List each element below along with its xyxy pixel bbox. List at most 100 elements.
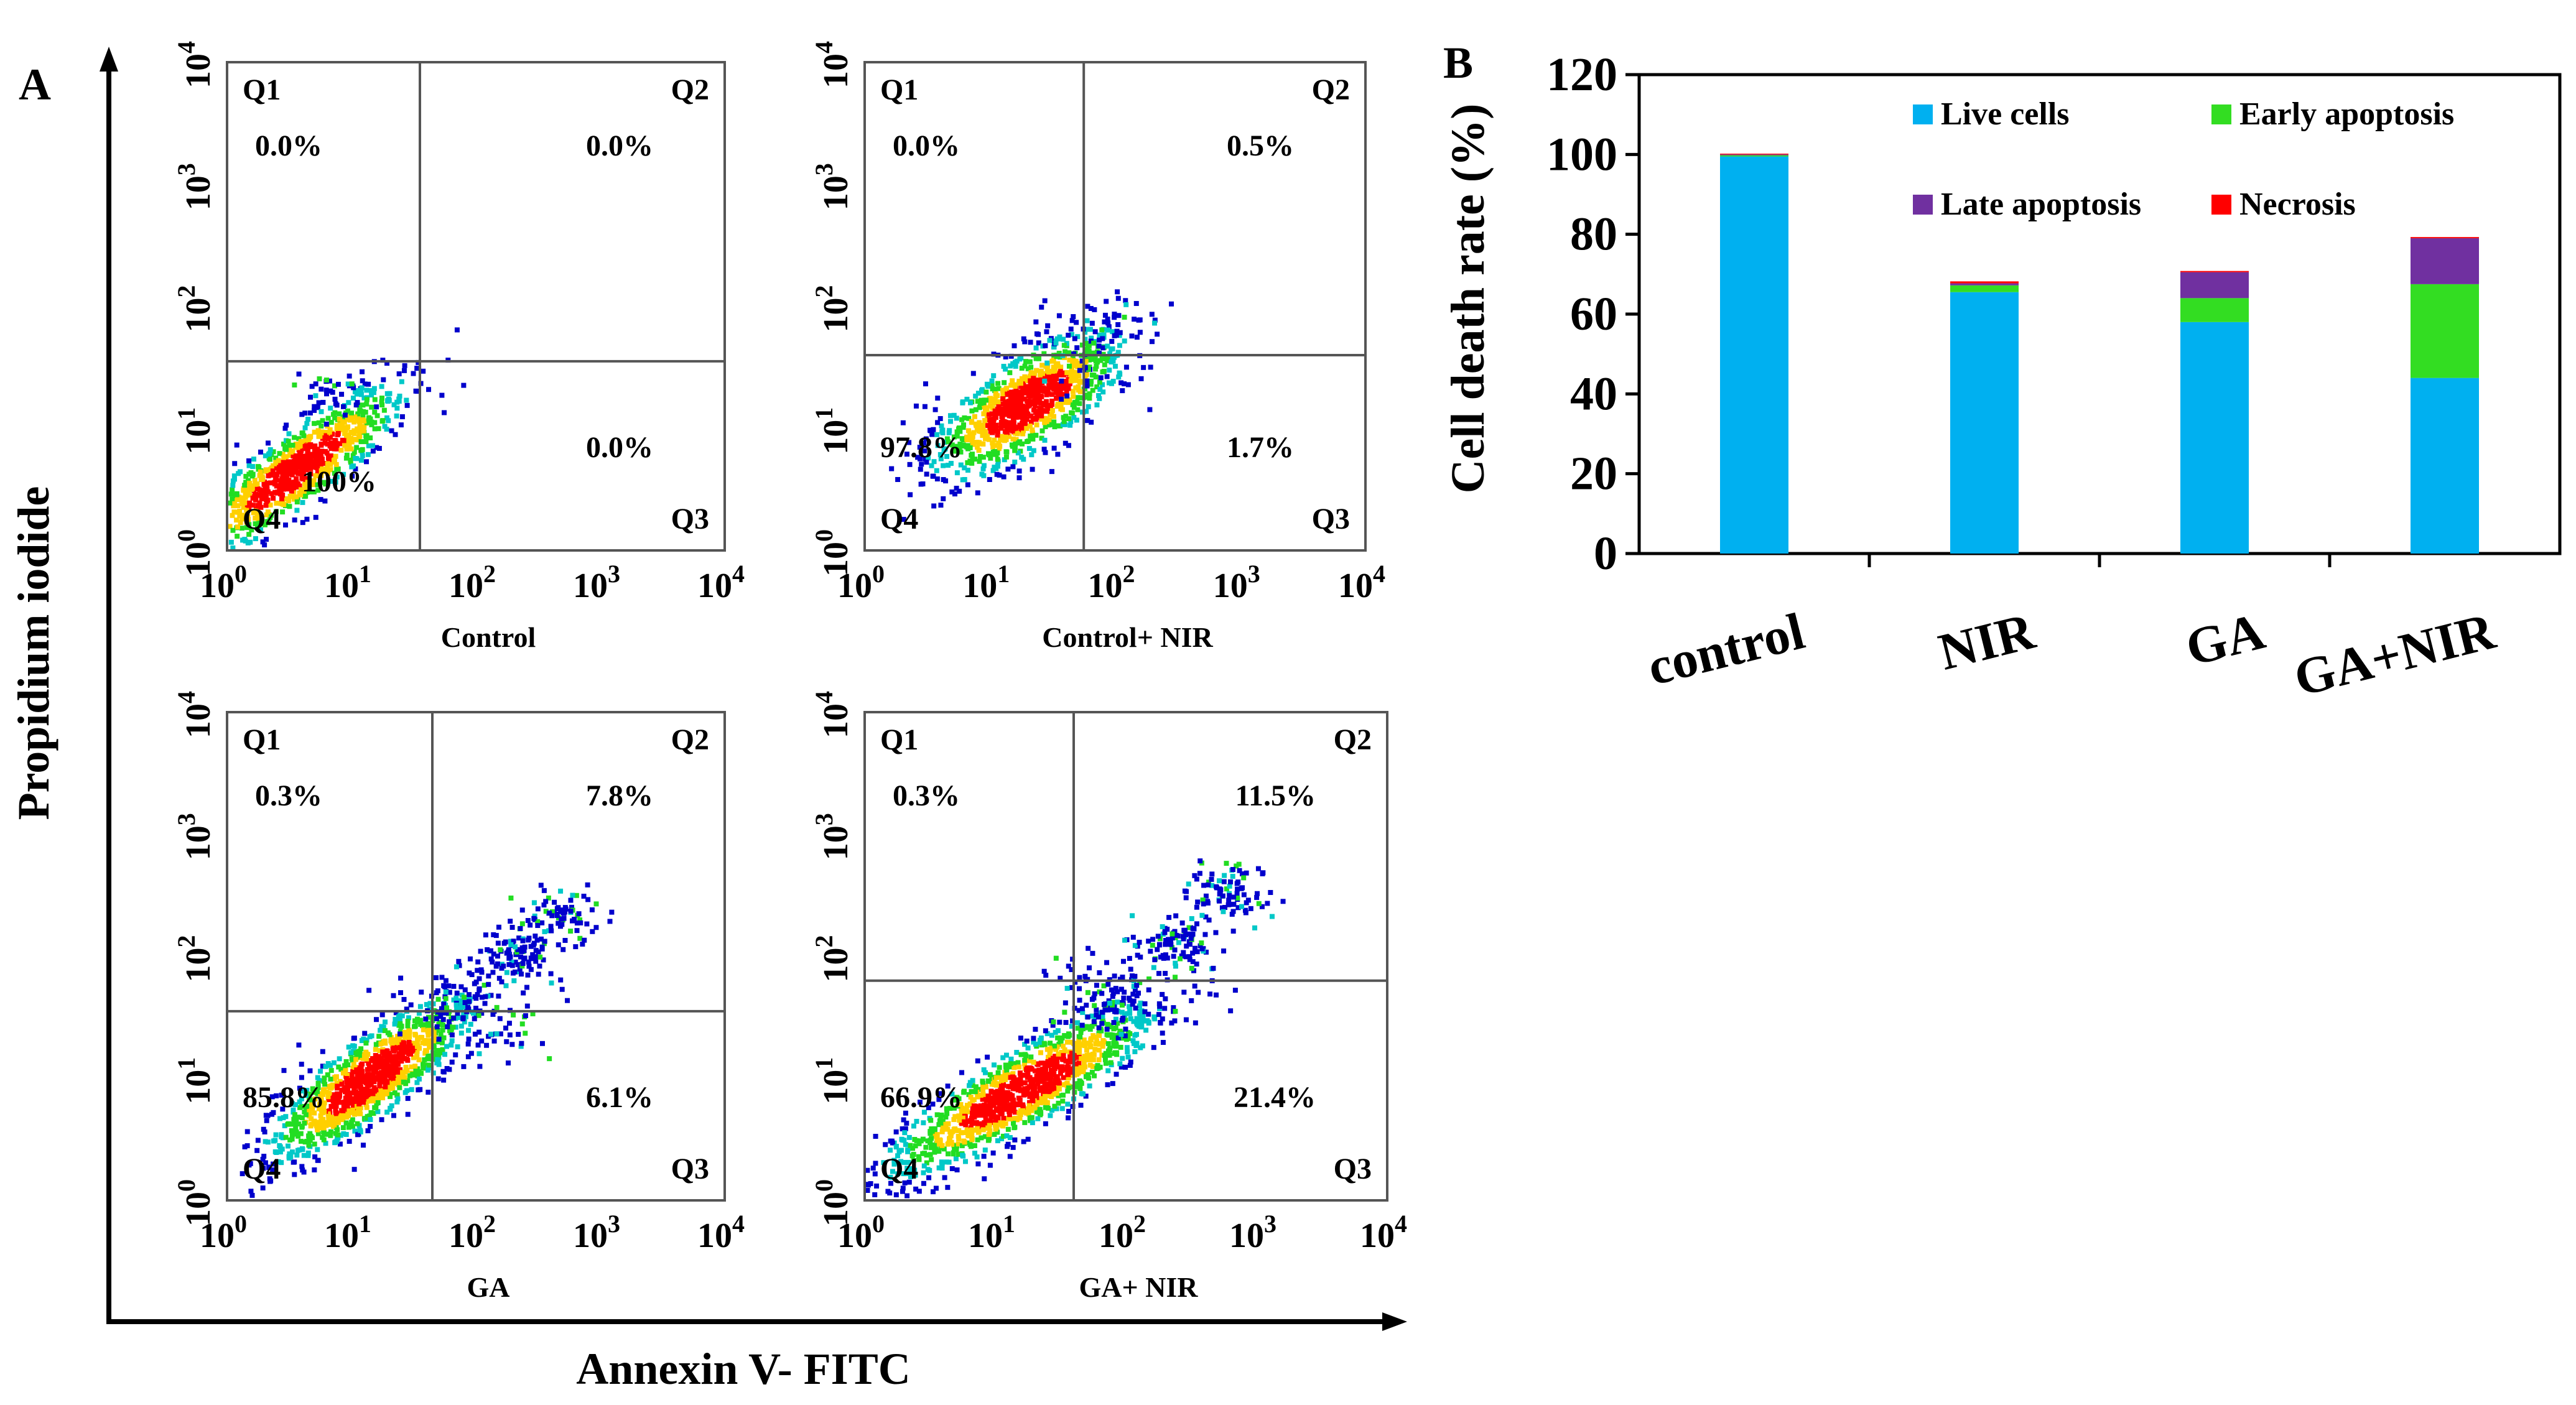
bar-segment-ga-early-apoptosis [2180,298,2249,322]
bar-segment-control-early-apoptosis [1720,155,1788,157]
quadrant-percentage-q1: 0.0% [893,129,960,162]
quadrant-percentage-q1: 0.0% [255,129,322,162]
bar-segment-ga-late-apoptosis [2180,272,2249,299]
x-tick-label: 101 [962,560,1010,605]
plot-caption: Control [441,621,536,653]
cytometry-dot-cloud [889,289,1174,522]
y-tick-label: 100 [172,529,218,577]
panel-a-x-arrowhead [1382,1312,1407,1331]
quadrant-percentage-q2: 7.8% [586,779,653,812]
bar-chart-y-axis-title: Cell death rate (%) [1442,104,1494,494]
legend-swatch [2211,195,2231,215]
x-category-label: GA+NIR [2289,602,2501,708]
y-tick-label: 102 [172,285,218,333]
y-tick-label: 102 [810,935,855,983]
quadrant-q3-label: Q3 [1312,503,1350,536]
x-tick-label: 104 [1360,1210,1407,1255]
plot-caption: GA+ NIR [1079,1271,1198,1303]
quadrant-percentage-q3: 0.0% [586,431,653,464]
legend-item-late-apoptosis: Late apoptosis [1913,187,2141,222]
bar-segment-ga-nir-live-cells [2411,378,2479,554]
cytometry-dot-cloud [227,327,467,551]
y-tick-label: 103 [172,813,218,860]
quadrant-q2-label: Q2 [671,723,709,756]
quadrant-q4-label: Q4 [880,1152,918,1185]
panel-b-bar-chart: B Cell death rate (%) Live cells Early ap… [1442,38,2562,708]
y-tick-label: 101 [172,1057,218,1105]
x-category-label: control [1642,602,1810,697]
y-tick-label: 100 [810,529,855,577]
panel-a-y-arrowhead [100,47,118,72]
legend-item-early-apoptosis: Early apoptosis [2211,96,2454,132]
plot-frame [226,61,726,552]
x-tick-label: 104 [697,560,745,605]
y-tick-label: 104 [172,41,218,88]
bar-segment-control-live-cells [1720,156,1788,554]
y-tick-label: 60 [1570,288,1617,340]
x-tick-label: 101 [324,1210,371,1255]
x-tick-label: 102 [449,560,496,605]
quadrant-q1-label: Q1 [880,723,918,756]
x-category-label: NIR [1933,602,2041,682]
y-tick-label: 20 [1570,448,1617,500]
plot-frame [226,711,726,1202]
plot-caption: GA [467,1271,510,1303]
bar-segment-ga-nir-early-apoptosis [2411,284,2479,378]
plot-frame [863,711,1388,1202]
cytometry-dot-cloud [865,858,1286,1199]
bar-segment-nir-late-apoptosis [1950,283,2019,285]
x-tick-label: 100 [200,1210,247,1255]
quadrant-q2-label: Q2 [1312,73,1350,106]
y-tick-label: 0 [1594,527,1617,580]
quadrant-percentage-q2: 0.5% [1227,129,1294,162]
quadrant-percentage-q4: 85.8% [243,1081,325,1114]
quadrant-q4-label: Q4 [880,503,918,536]
x-tick-label: 101 [968,1210,1015,1255]
bar-segment-nir-live-cells [1950,292,2019,554]
y-tick-label: 102 [172,935,218,983]
y-tick-label: 100 [1546,128,1617,180]
quadrant-q3-label: Q3 [1334,1152,1372,1185]
quadrant-q1-label: Q1 [243,73,281,106]
y-tick-label: 100 [810,1179,855,1226]
legend-swatch [1913,195,1933,215]
x-tick-label: 103 [1229,1210,1276,1255]
y-tick-label: 102 [810,285,855,333]
quadrant-q3-label: Q3 [671,503,709,536]
x-tick-label: 102 [1099,1210,1146,1255]
x-tick-label: 102 [449,1210,496,1255]
quadrant-q3-label: Q3 [671,1152,709,1185]
legend-swatch [2211,104,2231,124]
y-tick-label: 103 [172,163,218,210]
cytometry-dot-cloud [239,882,615,1198]
x-tick-label: 102 [1088,560,1135,605]
quadrant-q1-label: Q1 [243,723,281,756]
quadrant-percentage-q3: 6.1% [586,1081,653,1114]
bar-segment-ga-live-cells [2180,322,2249,554]
quadrant-q1-label: Q1 [880,73,918,106]
bar-segment-ga-nir-late-apoptosis [2411,238,2479,284]
y-tick-label: 100 [172,1179,218,1226]
bar-segment-ga-necrosis [2180,271,2249,272]
y-tick-label: 104 [810,41,855,88]
legend-item-necrosis: Necrosis [2211,187,2356,222]
y-tick-label: 101 [810,1057,855,1105]
x-tick-label: 100 [200,560,247,605]
quadrant-percentage-q2: 11.5% [1235,779,1316,812]
x-tick-label: 103 [573,1210,620,1255]
y-tick-label: 104 [172,691,218,738]
y-tick-label: 103 [810,163,855,210]
legend-label: Early apoptosis [2239,96,2454,132]
y-tick-label: 104 [810,691,855,738]
quadrant-q4-label: Q4 [243,1152,281,1185]
y-tick-label: 120 [1546,49,1617,101]
x-tick-label: 100 [837,1210,885,1255]
legend-swatch [1913,104,1933,124]
quadrant-percentage-q2: 0.0% [586,129,653,162]
quadrant-q2-label: Q2 [671,73,709,106]
quadrant-percentage-q1: 0.3% [255,779,322,812]
